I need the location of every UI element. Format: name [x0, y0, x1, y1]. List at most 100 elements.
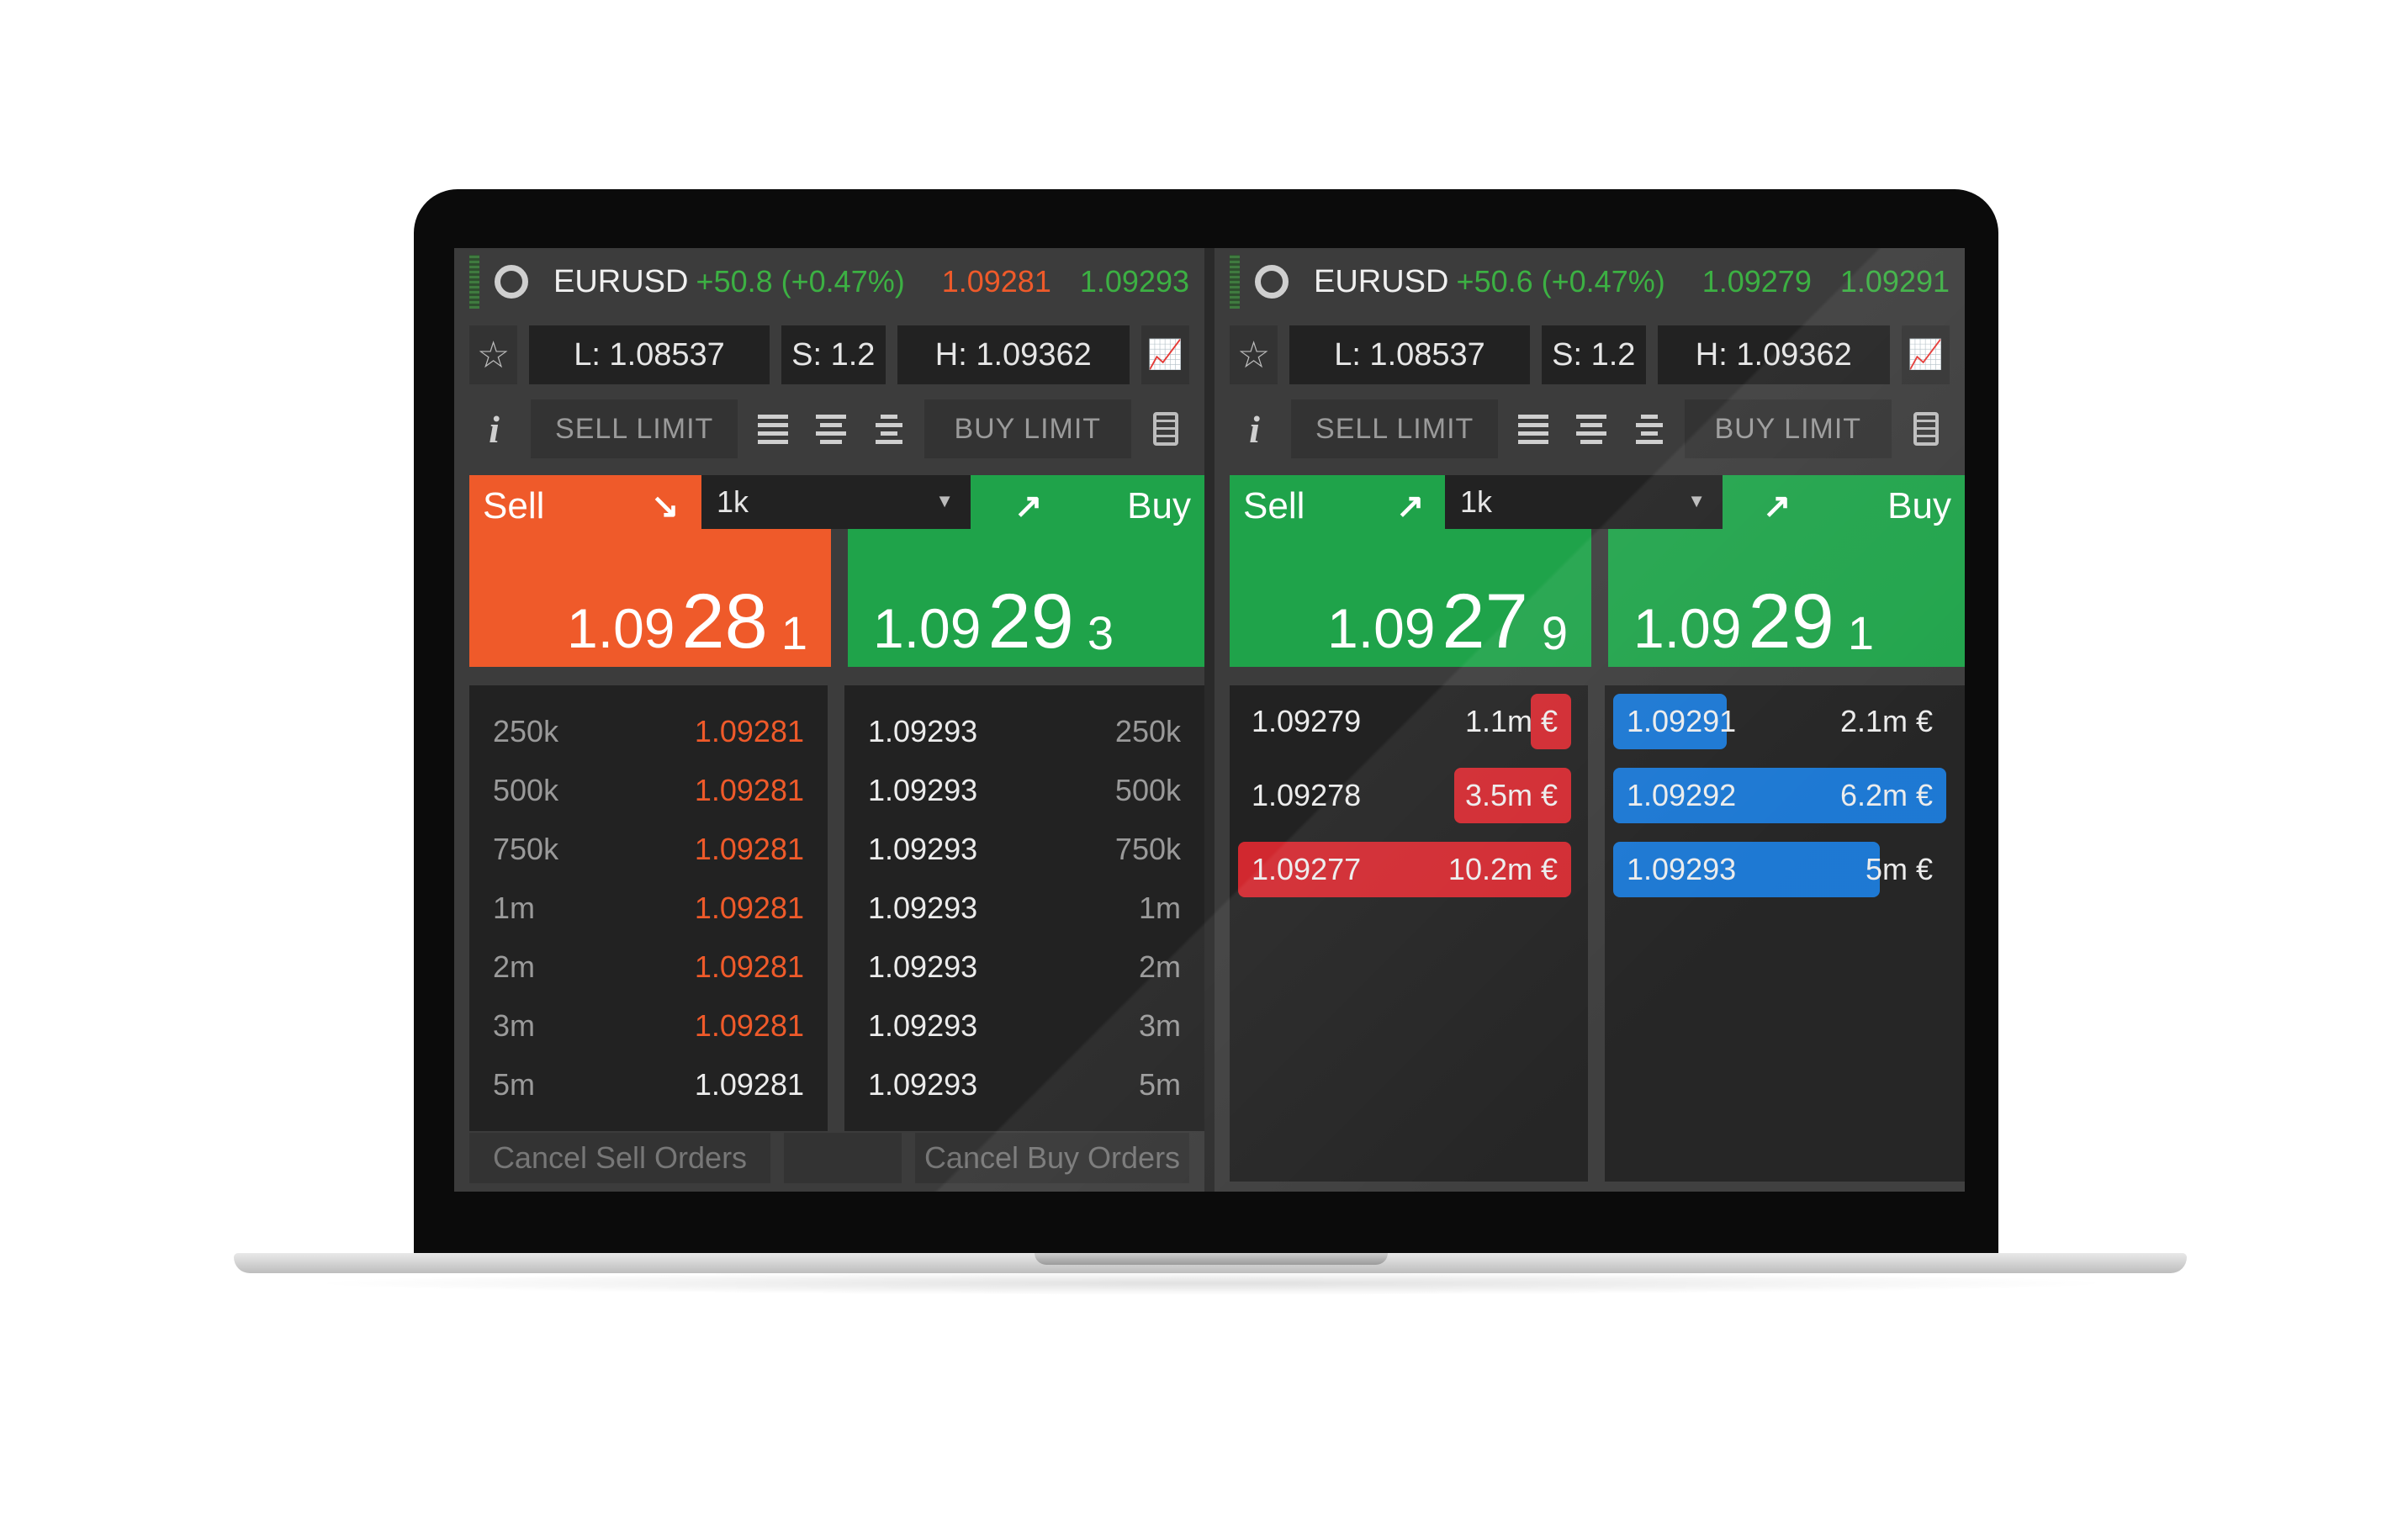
stats-bar: ☆ L: 1.08537 S: 1.2 H: 1.09362 📈 — [1230, 325, 1950, 384]
buy-arrow-icon: ↗ — [1014, 488, 1043, 525]
ask-volume-bar — [1613, 768, 1946, 823]
panel-header: EURUSD +50.8 (+0.47%) 1.09281 1.09293 — [469, 253, 1189, 310]
header-ask: 1.09291 — [1839, 264, 1950, 299]
buy-price-pips: 29 — [1748, 579, 1834, 664]
depth-price: 1.09293 — [868, 773, 978, 807]
depth-qty: 2m — [493, 949, 536, 984]
ask-row[interactable]: 1.09292 6.2m € — [1613, 768, 1946, 823]
quantity-select[interactable]: 1k ▼ — [701, 475, 971, 529]
ask-row-content: 1.09293 5m € — [1613, 842, 1946, 897]
ask-row[interactable]: 1.09291 2.1m € — [1613, 694, 1946, 749]
list-item[interactable]: 750k 1.09281 — [469, 820, 828, 879]
header-bid: 1.09279 — [1701, 264, 1812, 299]
depth-price: 1.09293 — [868, 714, 978, 748]
list-item[interactable]: 1m 1.09281 — [469, 879, 828, 938]
bid-row[interactable]: 1.09277 10.2m € — [1238, 842, 1571, 897]
depth-half-icon[interactable] — [807, 399, 854, 458]
depth-price: 1.09293 — [868, 891, 978, 925]
ask-volume: 6.2m € — [1839, 778, 1933, 812]
drag-handle[interactable] — [1230, 255, 1240, 309]
trade-area: Sell ↘ 1.09 28 1 Buy ↗ 1.09 29 3 1k — [469, 475, 1204, 667]
panel-divider — [1204, 248, 1215, 1192]
list-item[interactable]: 500k 1.09281 — [469, 761, 828, 820]
depth-price: 1.09281 — [694, 773, 804, 807]
buy-limit-button[interactable]: BUY LIMIT — [924, 399, 1131, 458]
spread-value: S: 1.2 — [1541, 325, 1646, 384]
list-item[interactable]: 1.09293 500k — [844, 761, 1204, 820]
laptop-shadow — [303, 1272, 2120, 1295]
trade-area: Sell ↗ 1.09 27 9 Buy ↗ 1.09 29 1 1k — [1230, 475, 1965, 667]
ask-volume: 5m € — [1865, 852, 1933, 886]
ask-volume-bar — [1613, 842, 1880, 897]
chart-icon[interactable]: 📈 — [1901, 325, 1950, 384]
order-tools: i SELL LIMIT BUY LIMIT — [1230, 399, 1950, 458]
order-tools: i SELL LIMIT BUY LIMIT — [469, 399, 1189, 458]
bid-row[interactable]: 1.09279 1.1m € — [1238, 694, 1571, 749]
high-value: H: 1.09362 — [897, 325, 1130, 384]
depth-bars-icon[interactable] — [1627, 399, 1673, 458]
sell-tile[interactable]: Sell ↗ 1.09 27 9 — [1230, 475, 1591, 667]
depth-bars-icon[interactable] — [866, 399, 913, 458]
depth-qty: 2m — [1138, 949, 1181, 984]
status-circle-icon[interactable] — [1255, 265, 1289, 299]
depth-qty: 500k — [1114, 773, 1181, 807]
list-item[interactable]: 2m 1.09281 — [469, 938, 828, 997]
buy-price: 1.09 29 3 — [873, 583, 1114, 660]
buy-label: Buy — [1887, 485, 1951, 526]
sell-price-major: 1.09 — [567, 597, 675, 659]
star-icon[interactable]: ☆ — [1230, 325, 1278, 384]
orders-list-icon[interactable] — [1143, 399, 1189, 458]
sell-limit-button[interactable]: SELL LIMIT — [531, 399, 738, 458]
depth-price: 1.09281 — [694, 714, 804, 748]
bid-row-content: 1.09277 10.2m € — [1238, 842, 1571, 897]
ask-book: 1.09291 2.1m € 1.09292 6.2m € 1.09293 5m € — [1605, 685, 1965, 1182]
list-item[interactable]: 1.09293 750k — [844, 820, 1204, 879]
cancel-sell-orders-button[interactable]: Cancel Sell Orders — [469, 1133, 770, 1183]
status-circle-icon[interactable] — [495, 265, 528, 299]
list-item[interactable]: 3m 1.09281 — [469, 997, 828, 1055]
sell-tile[interactable]: Sell ↘ 1.09 28 1 — [469, 475, 831, 667]
sell-limit-button[interactable]: SELL LIMIT — [1291, 399, 1499, 458]
depth-qty: 3m — [1138, 1008, 1181, 1043]
trade-panel-1: EURUSD +50.8 (+0.47%) 1.09281 1.09293 ☆ … — [454, 248, 1204, 1192]
buy-limit-button[interactable]: BUY LIMIT — [1684, 399, 1892, 458]
quantity-select[interactable]: 1k ▼ — [1445, 475, 1723, 529]
chart-icon[interactable]: 📈 — [1140, 325, 1189, 384]
depth-full-icon[interactable] — [749, 399, 796, 458]
drag-handle[interactable] — [469, 255, 479, 309]
low-value: L: 1.08537 — [529, 325, 770, 384]
price-change: +50.8 (+0.47%) — [696, 264, 905, 299]
list-item[interactable]: 250k 1.09281 — [469, 702, 828, 761]
depth-qty: 1m — [493, 891, 536, 925]
quantity-value: 1k — [1460, 484, 1493, 519]
bid-row[interactable]: 1.09278 3.5m € — [1238, 768, 1571, 823]
list-item[interactable]: 1.09293 3m — [844, 997, 1204, 1055]
list-item[interactable]: 5m 1.09281 — [469, 1055, 828, 1114]
bid-price: 1.09278 — [1252, 778, 1362, 812]
depth-price: 1.09293 — [868, 832, 978, 866]
list-item[interactable]: 1.09293 2m — [844, 938, 1204, 997]
panel-header: EURUSD +50.6 (+0.47%) 1.09279 1.09291 — [1230, 253, 1950, 310]
list-item[interactable]: 1.09293 5m — [844, 1055, 1204, 1114]
buy-arrow-icon: ↗ — [1763, 488, 1791, 525]
bid-row-content: 1.09278 3.5m € — [1238, 768, 1571, 823]
star-icon[interactable]: ☆ — [469, 325, 518, 384]
orders-list-icon[interactable] — [1903, 399, 1950, 458]
list-item[interactable]: 1.09293 250k — [844, 702, 1204, 761]
bid-price: 1.09279 — [1252, 704, 1362, 738]
depth-half-icon[interactable] — [1568, 399, 1614, 458]
depth-price: 1.09281 — [694, 1008, 804, 1043]
bid-volume: 10.2m € — [1447, 852, 1558, 886]
info-icon[interactable]: i — [489, 407, 500, 451]
ask-row[interactable]: 1.09293 5m € — [1613, 842, 1946, 897]
sell-arrow-icon: ↗ — [1396, 488, 1425, 525]
list-item[interactable]: 1.09293 1m — [844, 879, 1204, 938]
chevron-down-icon: ▼ — [935, 490, 954, 511]
depth-full-icon[interactable] — [1510, 399, 1556, 458]
depth-qty: 500k — [493, 773, 559, 807]
cancel-buy-orders-button[interactable]: Cancel Buy Orders — [915, 1133, 1189, 1183]
ask-volume-bar — [1613, 694, 1727, 749]
depth-qty: 3m — [493, 1008, 536, 1043]
depth-price: 1.09293 — [868, 949, 978, 984]
info-icon[interactable]: i — [1249, 407, 1260, 451]
